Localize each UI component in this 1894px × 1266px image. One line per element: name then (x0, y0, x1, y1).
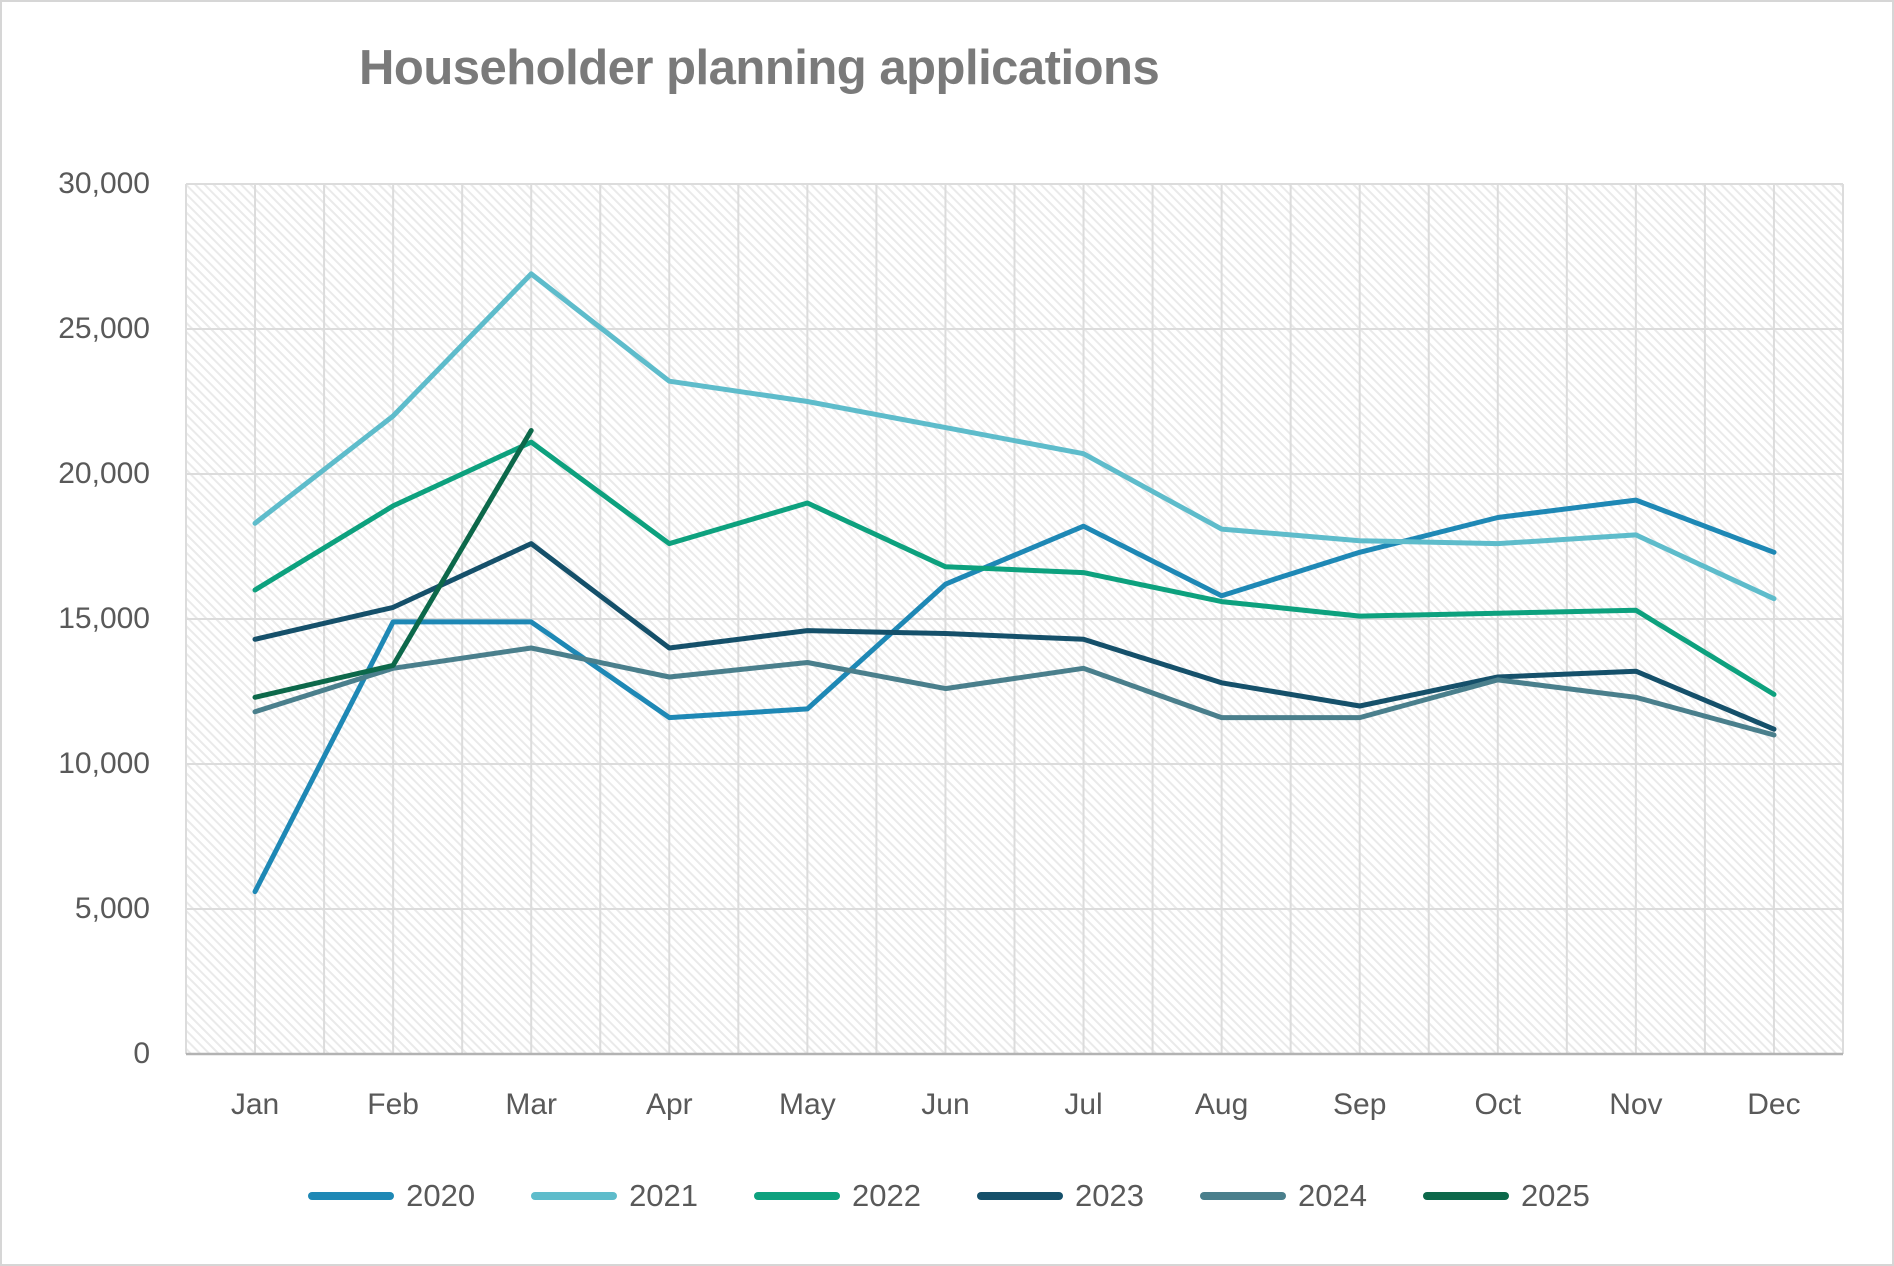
x-axis-tick-label: Sep (1333, 1088, 1387, 1121)
legend-swatch-icon (1199, 1192, 1286, 1200)
x-axis-tick-label: Aug (1194, 1088, 1249, 1121)
legend-label: 2023 (1075, 1178, 1144, 1213)
legend-swatch-icon (1422, 1192, 1509, 1200)
legend-swatch-icon (977, 1192, 1063, 1200)
legend-item-2021: 2021 (531, 1178, 698, 1214)
x-axis-tick-label: Jun (921, 1088, 970, 1121)
x-axis-tick-label: Mar (505, 1088, 558, 1121)
legend-item-2025: 2025 (1422, 1178, 1590, 1214)
x-axis-tick-label: Oct (1474, 1088, 1522, 1121)
x-axis-tick-label: Dec (1747, 1088, 1801, 1121)
legend-swatch-icon (754, 1192, 841, 1200)
legend-item-2023: 2023 (977, 1178, 1144, 1214)
y-axis-tick-label: 30,000 (58, 167, 150, 200)
legend: 2020 2021 2022 2023 2024 2025 (2, 1178, 1892, 1214)
gridlines (185, 183, 1844, 1056)
y-axis-tick-label: 20,000 (58, 457, 150, 490)
legend-swatch-icon (531, 1192, 618, 1200)
legend-item-2024: 2024 (1199, 1178, 1367, 1214)
x-axis-tick-label: May (779, 1088, 836, 1121)
series-line-2025 (252, 428, 534, 700)
legend-label: 2020 (406, 1178, 476, 1213)
series-line-2020 (252, 497, 1777, 895)
legend-swatch-icon (308, 1192, 395, 1200)
legend-item-2020: 2020 (308, 1178, 475, 1214)
data-series-lines (252, 271, 1777, 895)
series-line-2022 (252, 439, 1777, 697)
x-axis-tick-label: Nov (1609, 1088, 1663, 1121)
chart-title: Householder planning applications (359, 41, 1160, 95)
legend-label: 2021 (629, 1178, 699, 1213)
y-axis-tick-label: 15,000 (58, 602, 150, 635)
x-axis-tick-label: Jul (1064, 1088, 1103, 1121)
x-axis-tick-label: Apr (645, 1088, 693, 1121)
x-axis-tick-label: Feb (367, 1088, 419, 1121)
y-axis-tick-label: 10,000 (58, 747, 150, 780)
series-line-2023 (252, 541, 1777, 732)
y-axis-tick-label: 25,000 (58, 312, 150, 345)
y-axis-tick-label: 5,000 (74, 892, 150, 925)
y-axis-tick-label: 0 (133, 1037, 150, 1070)
legend-item-2022: 2022 (754, 1178, 921, 1214)
legend-label: 2024 (1297, 1178, 1367, 1213)
series-line-2021 (252, 271, 1777, 602)
series-line-2024 (252, 645, 1777, 738)
x-axis-tick-label: Jan (230, 1088, 280, 1121)
legend-label: 2022 (852, 1178, 921, 1213)
legend-label: 2025 (1520, 1178, 1590, 1213)
